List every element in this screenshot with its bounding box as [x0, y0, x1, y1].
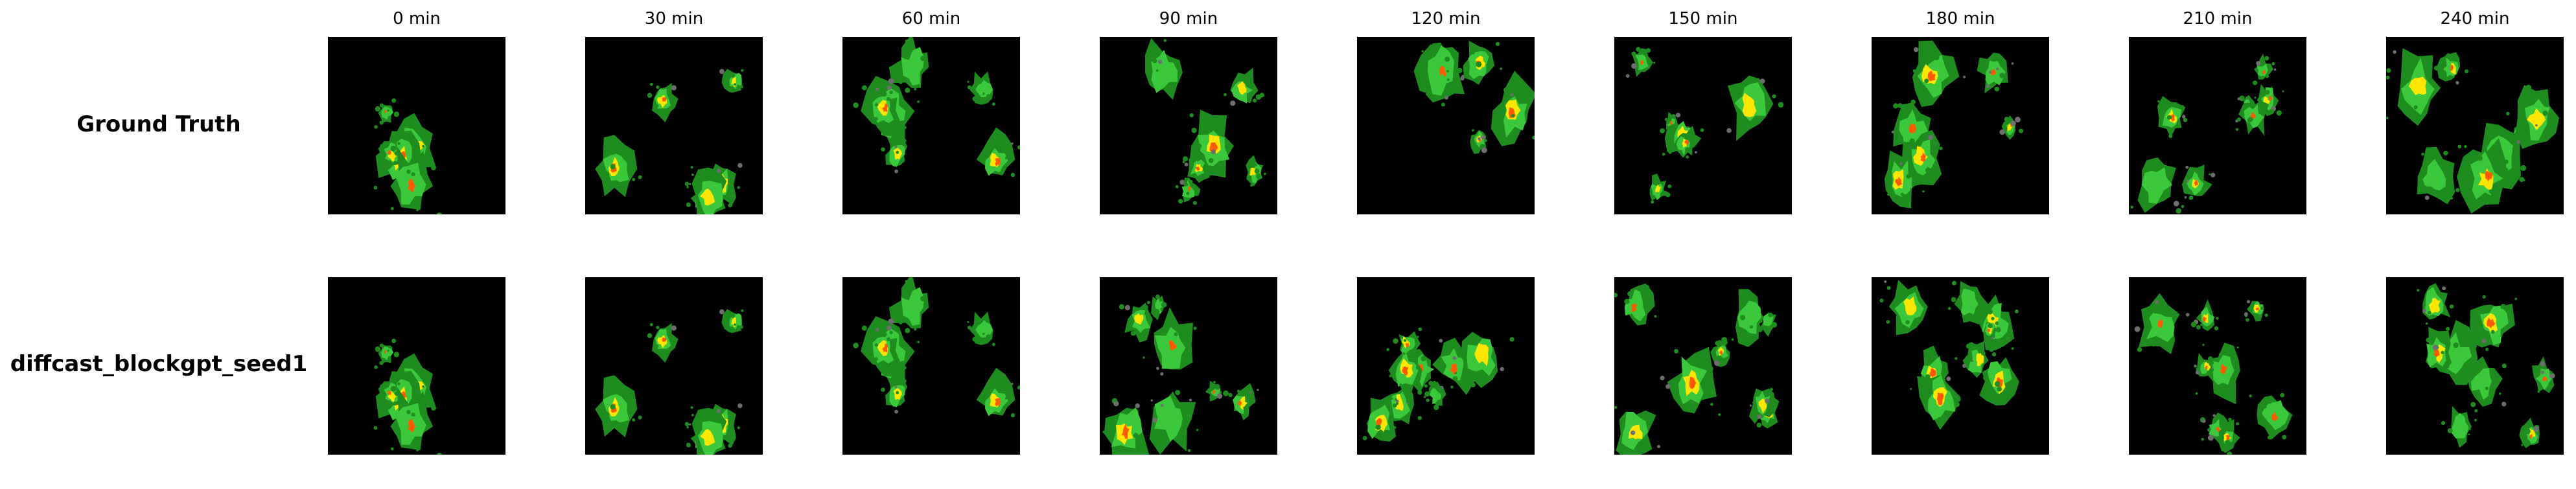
radar-panel-r1-c7 [2129, 277, 2306, 455]
radar-image [1614, 277, 1792, 455]
column-title-1: 30 min [585, 9, 763, 28]
radar-panel-r1-c8 [2386, 277, 2564, 455]
radar-image [328, 277, 505, 455]
radar-panel-r0-c8 [2386, 37, 2564, 214]
radar-image [1872, 37, 2049, 214]
column-title-3: 90 min [1100, 9, 1277, 28]
radar-panel-r1-c6 [1872, 277, 2049, 455]
column-title-7: 210 min [2129, 9, 2306, 28]
radar-panel-r1-c4 [1357, 277, 1535, 455]
row-label-ground-truth: Ground Truth [13, 111, 305, 137]
radar-image [2129, 277, 2306, 455]
column-title-8: 240 min [2386, 9, 2564, 28]
radar-panel-r0-c3 [1100, 37, 1277, 214]
column-title-4: 120 min [1357, 9, 1535, 28]
column-title-2: 60 min [842, 9, 1020, 28]
radar-panel-r0-c2 [842, 37, 1020, 214]
radar-panel-r0-c5 [1614, 37, 1792, 214]
radar-image [1357, 37, 1535, 214]
radar-image [1100, 277, 1277, 455]
radar-image [2386, 37, 2564, 214]
radar-image [1357, 277, 1535, 455]
radar-panel-r1-c5 [1614, 277, 1792, 455]
radar-image [2129, 37, 2306, 214]
radar-image [585, 37, 763, 214]
radar-panel-r0-c6 [1872, 37, 2049, 214]
radar-image [1872, 277, 2049, 455]
radar-image [842, 277, 1020, 455]
radar-image [2386, 277, 2564, 455]
radar-panel-r0-c7 [2129, 37, 2306, 214]
radar-panel-r1-c3 [1100, 277, 1277, 455]
radar-panel-r0-c4 [1357, 37, 1535, 214]
radar-image [585, 277, 763, 455]
radar-image [1614, 37, 1792, 214]
column-title-5: 150 min [1614, 9, 1792, 28]
column-title-6: 180 min [1872, 9, 2049, 28]
row-label-model: diffcast_blockgpt_seed1 [6, 351, 311, 377]
radar-image [328, 37, 505, 214]
radar-image [1100, 37, 1277, 214]
radar-panel-r1-c1 [585, 277, 763, 455]
radar-panel-r1-c2 [842, 277, 1020, 455]
column-title-0: 0 min [328, 9, 505, 28]
radar-panel-r0-c0 [328, 37, 505, 214]
radar-panel-r0-c1 [585, 37, 763, 214]
radar-image [842, 37, 1020, 214]
radar-panel-r1-c0 [328, 277, 505, 455]
